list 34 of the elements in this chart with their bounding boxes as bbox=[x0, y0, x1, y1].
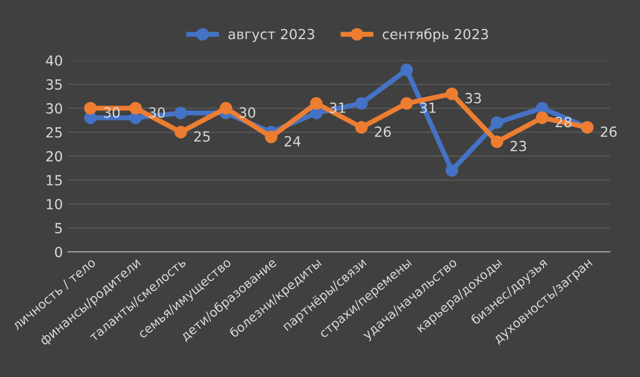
data-label: 26 bbox=[600, 126, 617, 137]
point bbox=[536, 112, 548, 124]
y-tick-label: 40 bbox=[46, 55, 62, 66]
point bbox=[400, 64, 413, 76]
data-label: 23 bbox=[510, 140, 526, 152]
point bbox=[220, 102, 232, 114]
point bbox=[355, 97, 368, 110]
point bbox=[174, 126, 188, 138]
data-label: 26 bbox=[374, 126, 391, 137]
point bbox=[400, 97, 413, 110]
point bbox=[355, 121, 368, 134]
point bbox=[129, 102, 142, 114]
data-label: 25 bbox=[194, 131, 210, 142]
data-label: 33 bbox=[465, 92, 481, 104]
y-tick-label: 10 bbox=[46, 198, 62, 210]
y-tick-label: 15 bbox=[46, 175, 62, 186]
y-tick-label: 20 bbox=[46, 151, 62, 162]
y-tick-label: 25 bbox=[46, 127, 62, 138]
point bbox=[174, 106, 188, 120]
point bbox=[84, 102, 97, 114]
data-label: 30 bbox=[240, 107, 256, 118]
point bbox=[490, 116, 504, 129]
y-tick-label: 0 bbox=[55, 246, 62, 258]
y-tick-label: 35 bbox=[46, 79, 62, 90]
data-label: 24 bbox=[284, 136, 301, 146]
legend-label: сентябрь 2023 bbox=[382, 28, 488, 42]
point bbox=[446, 88, 458, 100]
point bbox=[490, 135, 504, 148]
point bbox=[310, 97, 323, 110]
legend-label: август 2023 bbox=[228, 28, 314, 42]
point bbox=[264, 130, 278, 144]
point bbox=[446, 164, 458, 177]
y-tick-label: 5 bbox=[55, 223, 62, 234]
y-tick-label: 30 bbox=[46, 103, 62, 114]
